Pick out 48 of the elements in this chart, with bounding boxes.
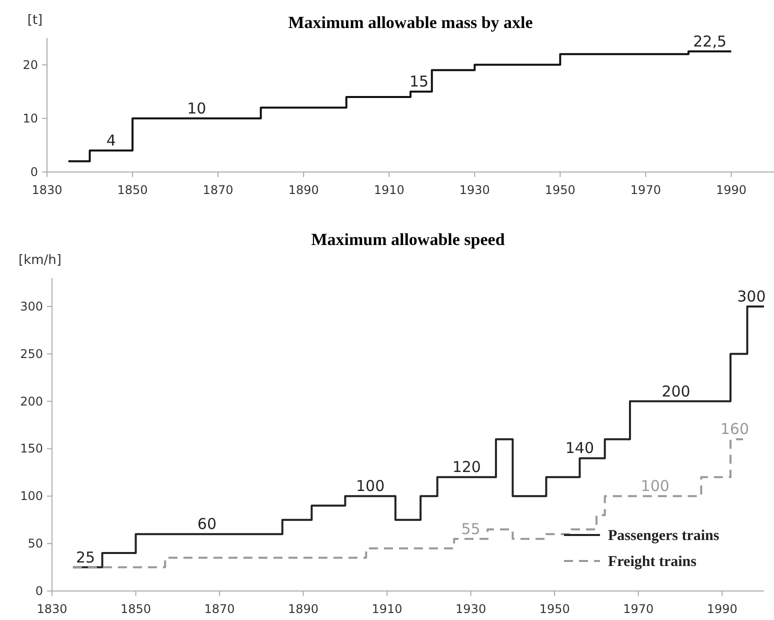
x-tick-label: 1970 [623,602,654,616]
x-tick-label: 1950 [544,183,576,197]
annotation: 300 [737,287,766,306]
x-tick-label: 1890 [288,183,319,197]
annotation: 140 [565,439,594,458]
y-tick-label: 10 [22,111,38,126]
y-axis-title: [t] [27,13,43,28]
annotation: 15 [410,72,429,91]
x-tick-label: 1930 [459,183,490,197]
legend-label: Passengers trains [608,528,720,544]
annotation: 55 [461,520,480,538]
y-tick-label: 100 [20,489,43,504]
x-tick-label: 1850 [120,602,152,616]
y-tick-label: 200 [20,394,43,408]
y-tick-label: 300 [20,299,43,314]
x-tick-label: 1870 [204,602,235,616]
y-tick-label: 250 [20,346,43,361]
x-tick-label: 1910 [374,183,404,197]
chart-title: Maximum allowable mass by axle [288,13,534,32]
annotation: 60 [197,515,217,534]
y-tick-label: 150 [20,442,43,456]
annotation: 100 [356,477,385,496]
x-tick-label: 1830 [32,183,62,197]
annotation: 22,5 [693,32,727,50]
y-tick-label: 0 [30,165,38,179]
y-tick-label: 50 [28,536,43,551]
x-tick-label: 1910 [372,602,402,616]
x-tick-label: 1990 [716,183,747,197]
annotation: 10 [187,99,206,118]
annotation: 100 [640,477,670,496]
x-tick-label: 1830 [36,602,68,616]
x-tick-label: 1930 [456,602,486,616]
y-tick-label: 0 [35,584,43,598]
x-tick-label: 1890 [288,602,319,616]
annotation: 120 [452,458,481,476]
x-tick-label: 1970 [630,183,661,197]
y-axis-title: [km/h] [18,253,62,268]
chart-title: Maximum allowable speed [311,230,506,249]
x-tick-label: 1990 [706,602,738,616]
y-tick-label: 20 [22,58,38,72]
annotation: 25 [76,548,96,566]
x-tick-label: 1850 [117,183,148,197]
x-tick-label: 1870 [202,183,234,197]
annotation: 200 [662,382,690,400]
x-tick-label: 1950 [539,602,570,616]
legend-label: Freight trains [608,554,697,570]
annotation: 4 [106,132,116,150]
annotation: 160 [720,420,750,438]
